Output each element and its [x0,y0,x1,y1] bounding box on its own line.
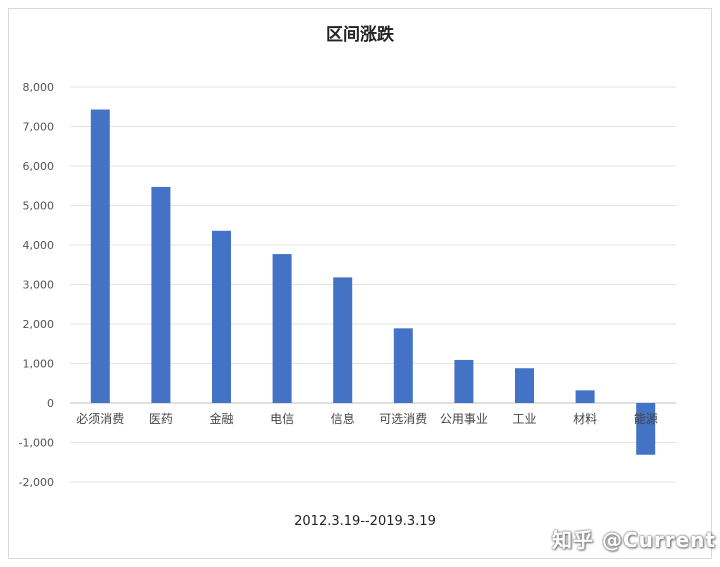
category-label: 公用事业 [440,412,488,426]
y-tick-label: 6,000 [23,160,55,173]
y-tick-label: -2,000 [19,476,54,489]
bars [90,109,656,455]
bar [151,186,171,403]
chart-frame [8,8,712,559]
gridlines [70,86,676,483]
bar [636,403,656,455]
y-tick-label: 3,000 [23,279,55,292]
x-axis-categories: 必须消费 医药 金融 电信 信息 可选消费 公用事业 工业 材料 能源 [76,411,657,426]
category-label: 必须消费 [76,412,124,426]
category-label: 可选消费 [379,412,427,426]
category-label: 医药 [149,412,173,426]
category-label: 电信 [270,412,294,426]
y-tick-label: 4,000 [23,239,55,252]
category-label: 信息 [331,411,355,426]
bar [333,277,353,403]
y-tick-label: 7,000 [23,121,55,134]
bar [393,328,413,403]
y-tick-label: 1,000 [23,358,55,371]
y-tick-label: 0 [47,397,54,410]
category-label: 工业 [512,412,536,426]
chart-title: 区间涨跌 [326,25,394,45]
category-label: 能源 [634,412,658,426]
chart-note: 2012.3.19--2019.3.19 [294,514,436,529]
bar [515,368,534,403]
watermark: 知乎 @Current [552,528,716,552]
bar [212,230,231,403]
category-label: 金融 [209,411,233,426]
y-tick-label: 5,000 [23,200,55,213]
y-tick-label: 2,000 [23,318,55,331]
bar [272,254,292,403]
bar [575,390,595,403]
bar [90,109,110,403]
bar [454,359,474,403]
category-label: 材料 [573,412,597,426]
y-tick-label: 8,000 [23,81,55,94]
y-tick-label: -1,000 [19,437,54,450]
y-axis-ticks: 8,000 7,000 6,000 5,000 4,000 3,000 2,000 1,000… [19,81,54,489]
